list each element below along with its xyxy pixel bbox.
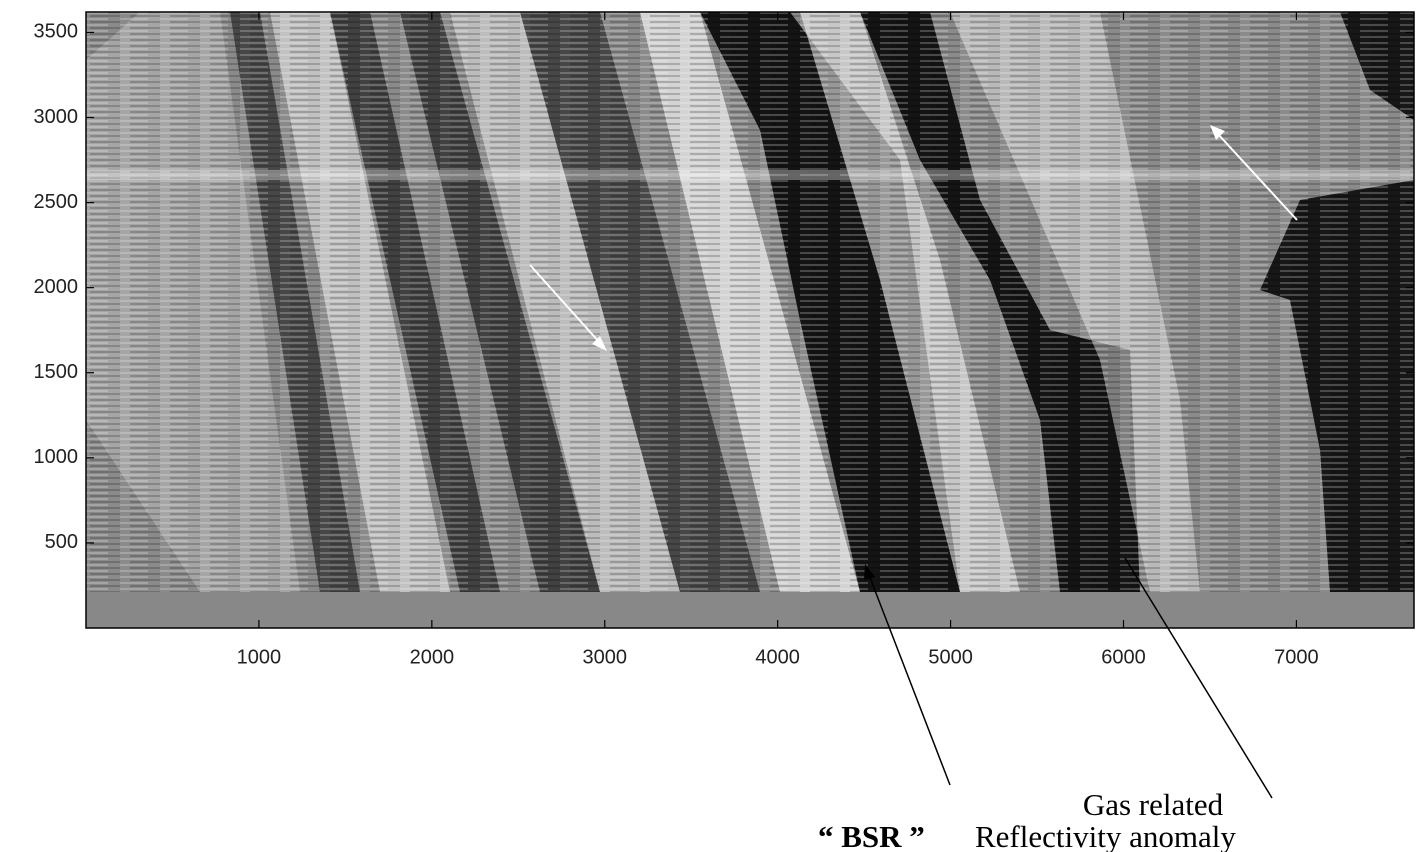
- x-tick-label: 1000: [237, 646, 282, 668]
- y-tick-label: 3000: [34, 106, 79, 128]
- x-tick-label: 3000: [583, 646, 628, 668]
- annotation: “ BSR ”: [818, 819, 925, 852]
- x-tick-label: 2000: [410, 646, 455, 668]
- y-tick-label: 1000: [34, 446, 79, 468]
- x-tick-label: 7000: [1274, 646, 1319, 668]
- arrows: [529, 125, 1298, 799]
- x-tick-label: 5000: [928, 646, 973, 668]
- y-tick-label: 3500: [34, 21, 79, 43]
- x-tick-label: 4000: [755, 646, 800, 668]
- annotation: Reflectivity anomaly: [975, 819, 1236, 852]
- y-tick-label: 2000: [34, 276, 79, 298]
- ticks: 1000 2000 3000 4000 5000 6000 7000 500 1000 1500 2…: [34, 12, 1414, 668]
- y-tick-label: 500: [45, 531, 78, 553]
- y-tick-label: 1500: [34, 361, 79, 383]
- x-tick-label: 6000: [1101, 646, 1146, 668]
- seismic-image: [86, 12, 1414, 628]
- annotation: Gas related: [1083, 787, 1224, 822]
- image-bands: [86, 12, 1414, 592]
- y-tick-label: 2500: [34, 191, 79, 213]
- plot-frame: [85, 11, 1415, 629]
